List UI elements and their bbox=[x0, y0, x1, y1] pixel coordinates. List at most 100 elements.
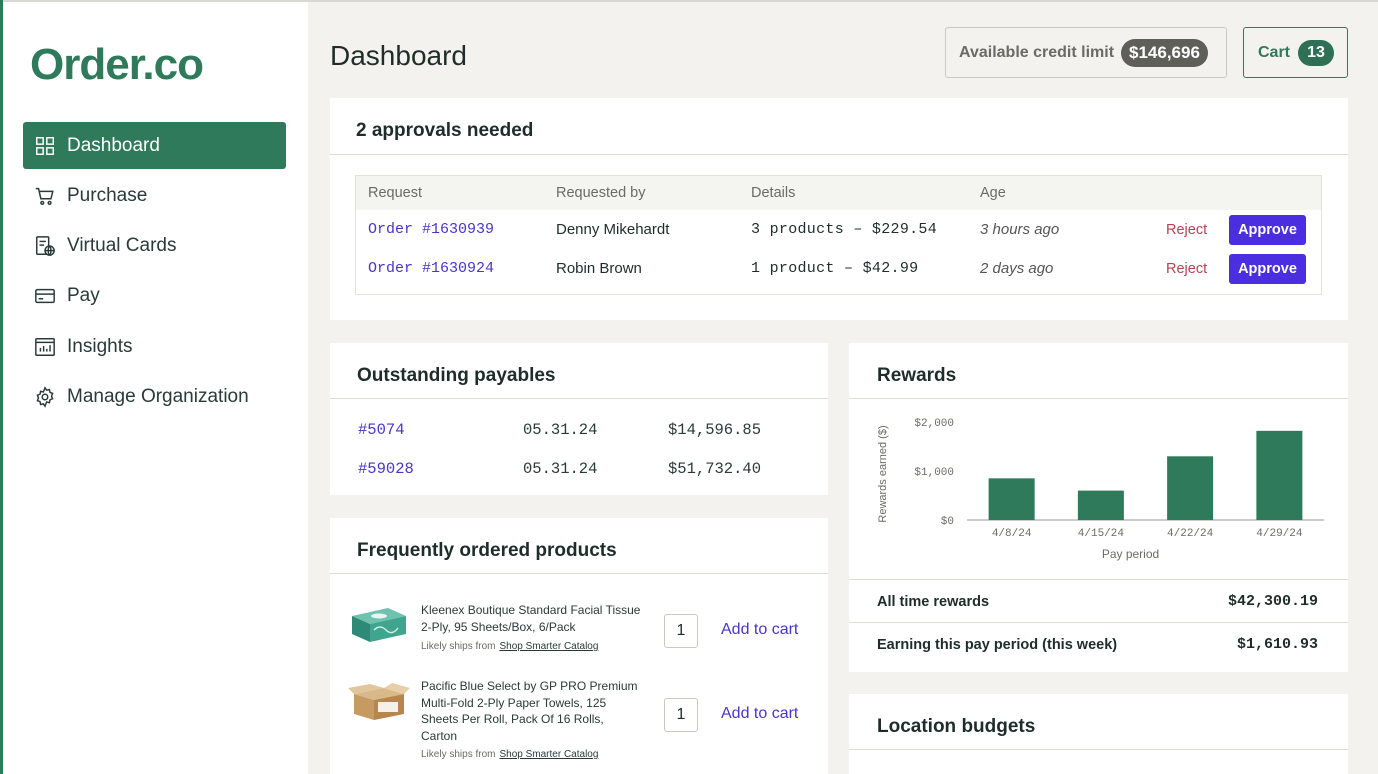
sidebar-item-pay[interactable]: Pay bbox=[23, 273, 286, 320]
payables-title: Outstanding payables bbox=[357, 365, 556, 386]
rewards-title: Rewards bbox=[877, 365, 957, 386]
top-border bbox=[0, 0, 1378, 2]
approvals-title: 2 approvals needed bbox=[356, 120, 534, 141]
period-rewards-row: Earning this pay period (this week) $1,6… bbox=[849, 622, 1348, 666]
approve-button[interactable]: Approve bbox=[1229, 253, 1306, 284]
x-tick-label: 4/15/24 bbox=[1078, 528, 1125, 540]
table-row: Order #1630939 Denny Mikehardt 3 product… bbox=[356, 210, 1321, 249]
credit-limit-label: Available credit limit bbox=[959, 43, 1115, 61]
credit-card-icon bbox=[33, 284, 57, 308]
table-row: Order #1630924 Robin Brown 1 product – $… bbox=[356, 249, 1321, 288]
x-tick-label: 4/22/24 bbox=[1167, 528, 1214, 540]
gear-icon bbox=[33, 385, 57, 409]
sidebar-item-label: Pay bbox=[67, 285, 100, 307]
requested-by: Robin Brown bbox=[556, 260, 642, 277]
quantity-input[interactable]: 1 bbox=[664, 698, 698, 732]
rewards-chart: $0 $1,000 $2,000 Rewards earned ($) 4/8/24 4/… bbox=[877, 418, 1324, 561]
column-header: Details bbox=[751, 185, 796, 201]
x-axis-label: Pay period bbox=[1102, 547, 1159, 561]
order-age: 2 days ago bbox=[980, 260, 1054, 277]
all-time-rewards-row: All time rewards $42,300.19 bbox=[849, 579, 1348, 623]
column-header: Requested by bbox=[556, 185, 646, 201]
all-time-rewards-label: All time rewards bbox=[877, 594, 990, 610]
approvals-table: Request Requested by Details Age Order #… bbox=[355, 175, 1322, 295]
period-rewards-label: Earning this pay period (this week) bbox=[877, 637, 1118, 653]
logo[interactable]: Order.co bbox=[30, 40, 204, 89]
ships-from-link[interactable]: Shop Smarter Catalog bbox=[499, 641, 599, 652]
column-header: Request bbox=[368, 185, 423, 201]
grid-icon bbox=[33, 134, 57, 158]
page-title: Dashboard bbox=[330, 40, 467, 71]
divider bbox=[849, 398, 1348, 399]
product-name[interactable]: Kleenex Boutique Standard Facial Tissue … bbox=[421, 603, 641, 634]
quantity-input[interactable]: 1 bbox=[664, 614, 698, 648]
y-tick-label: $2,000 bbox=[914, 418, 954, 430]
approve-button[interactable]: Approve bbox=[1229, 214, 1306, 245]
chart-bar bbox=[1256, 430, 1303, 520]
x-tick-label: 4/8/24 bbox=[992, 528, 1032, 540]
ships-from-label: Likely ships from bbox=[421, 749, 496, 760]
requested-by: Denny Mikehardt bbox=[556, 221, 670, 238]
sidebar-item-manage-organization[interactable]: Manage Organization bbox=[23, 373, 286, 420]
sidebar-item-purchase[interactable]: Purchase bbox=[23, 172, 286, 219]
cart-count-badge: 13 bbox=[1298, 39, 1335, 66]
sidebar-item-insights[interactable]: Insights bbox=[23, 323, 286, 370]
ships-from: Likely ships from Shop Smarter Catalog bbox=[421, 749, 598, 760]
sidebar-item-virtual-cards[interactable]: Virtual Cards bbox=[23, 223, 286, 270]
left-accent-border bbox=[0, 0, 3, 774]
sidebar-item-dashboard[interactable]: Dashboard bbox=[23, 122, 286, 169]
order-age: 3 hours ago bbox=[980, 221, 1060, 238]
location-budgets-card: Location budgets bbox=[849, 694, 1348, 774]
credit-limit-value: $146,696 bbox=[1121, 38, 1208, 67]
payable-row: #59028 05.31.24 $51,732.40 bbox=[330, 454, 828, 484]
order-details: 1 product – $42.99 bbox=[751, 260, 919, 277]
product-name[interactable]: Pacific Blue Select by GP PRO Premium Mu… bbox=[421, 679, 638, 743]
approvals-card: 2 approvals needed Request Requested by … bbox=[330, 98, 1348, 320]
sidebar: Order.co Dashboard Purchase Virtual Card… bbox=[3, 2, 308, 774]
order-details: 3 products – $229.54 bbox=[751, 221, 938, 238]
chart-icon bbox=[33, 335, 57, 359]
payable-amount: $51,732.40 bbox=[668, 460, 762, 478]
x-tick-label: 4/29/24 bbox=[1256, 528, 1303, 540]
rewards-card: Rewards $0 $1,000 $2,000 Rewards earned ($)… bbox=[849, 343, 1348, 672]
divider bbox=[330, 398, 828, 399]
table-header: Request Requested by Details Age bbox=[356, 176, 1321, 210]
all-time-rewards-value: $42,300.19 bbox=[1227, 593, 1318, 610]
virtual-card-icon bbox=[33, 234, 57, 258]
period-rewards-value: $1,610.93 bbox=[1236, 636, 1318, 653]
payables-card: Outstanding payables #5074 05.31.24 $14,… bbox=[330, 343, 828, 495]
location-budgets-title: Location budgets bbox=[877, 716, 1036, 737]
chart-bar bbox=[1167, 456, 1214, 520]
add-to-cart-button[interactable]: Add to cart bbox=[721, 705, 799, 722]
column-header: Age bbox=[980, 185, 1006, 201]
frequent-products-title: Frequently ordered products bbox=[357, 540, 617, 561]
reject-button[interactable]: Reject bbox=[1166, 221, 1208, 238]
sidebar-item-label: Purchase bbox=[67, 184, 148, 206]
order-link[interactable]: Order #1630924 bbox=[368, 260, 495, 277]
payable-row: #5074 05.31.24 $14,596.85 bbox=[330, 415, 828, 445]
carton-box-icon bbox=[348, 683, 410, 720]
sidebar-nav: Dashboard Purchase Virtual Cards Pay Ins… bbox=[23, 122, 286, 424]
chart-bar bbox=[1077, 490, 1124, 520]
payable-date: 05.31.24 bbox=[523, 460, 598, 478]
payable-amount: $14,596.85 bbox=[668, 421, 762, 439]
y-tick-label: $1,000 bbox=[914, 467, 954, 479]
divider bbox=[330, 573, 828, 574]
frequent-products-card: Frequently ordered products Kleenex Bout… bbox=[330, 518, 828, 774]
cart-icon bbox=[33, 184, 57, 208]
sidebar-item-label: Virtual Cards bbox=[67, 235, 177, 257]
reject-button[interactable]: Reject bbox=[1166, 260, 1208, 277]
y-axis-label: Rewards earned ($) bbox=[877, 425, 889, 522]
sidebar-item-label: Dashboard bbox=[67, 134, 160, 156]
ships-from-link[interactable]: Shop Smarter Catalog bbox=[499, 749, 599, 760]
tissue-box-icon bbox=[352, 608, 406, 642]
payable-id-link[interactable]: #5074 bbox=[358, 421, 405, 439]
payable-id-link[interactable]: #59028 bbox=[358, 460, 414, 478]
cart-label: Cart bbox=[1258, 43, 1291, 61]
order-link[interactable]: Order #1630939 bbox=[368, 221, 495, 238]
payable-date: 05.31.24 bbox=[523, 421, 598, 439]
cart-button[interactable]: Cart 13 bbox=[1243, 27, 1348, 78]
sidebar-item-label: Manage Organization bbox=[67, 385, 249, 407]
add-to-cart-button[interactable]: Add to cart bbox=[721, 621, 799, 638]
sidebar-item-label: Insights bbox=[67, 335, 133, 357]
